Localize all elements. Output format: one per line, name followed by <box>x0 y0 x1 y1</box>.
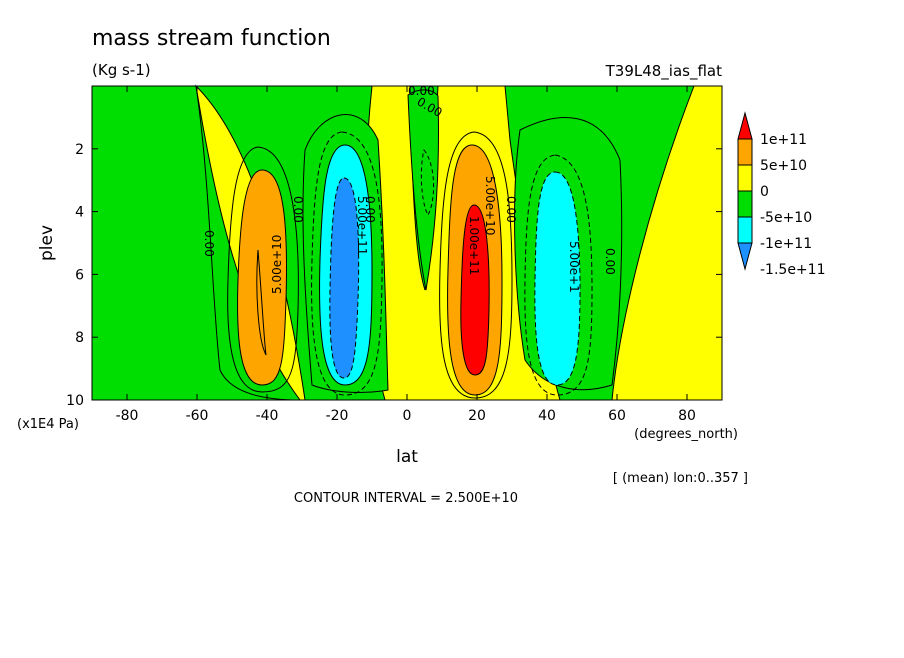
run-name: T39L48_ias_flat <box>605 62 723 81</box>
southern-positive-cell <box>237 169 288 386</box>
colorbar-label: 1e+11 <box>760 132 807 148</box>
equatorial-negative-tongue <box>407 89 439 291</box>
y-tick-label: 10 <box>66 393 84 409</box>
contour-label: 0.00 <box>603 248 617 275</box>
y-axis-label: plev <box>37 225 57 261</box>
contour-label: 0.00 <box>291 196 305 223</box>
x-axis-label: lat <box>396 447 418 467</box>
y-axis: 2 4 6 8 10 <box>66 142 722 409</box>
x-tick-label: -80 <box>116 408 139 424</box>
y-tick-label: 2 <box>75 142 84 158</box>
x-axis-units: (degrees_north) <box>634 427 738 442</box>
y-tick-label: 8 <box>75 330 84 346</box>
northern-negative-cell <box>534 171 581 386</box>
mean-note: [ (mean) lon:0..357 ] <box>613 471 748 486</box>
contour-line <box>227 146 299 393</box>
y-axis-units: (x1E4 Pa) <box>17 417 79 432</box>
y-tick-label: 4 <box>75 205 84 221</box>
contour-line <box>439 131 513 399</box>
colorbar-swatch <box>737 111 753 140</box>
colorbar-label: 0 <box>760 184 769 200</box>
contour-label: 5.00e+10 <box>270 235 284 294</box>
contour-label: 0.00 <box>504 196 518 223</box>
x-tick-label: 0 <box>403 408 412 424</box>
chart-units: (Kg s-1) <box>92 61 151 79</box>
contour-label: 0.00 <box>363 196 377 223</box>
y-tick-label: 6 <box>75 267 84 283</box>
colorbar-label: -1e+11 <box>760 236 812 252</box>
x-tick-label: 80 <box>678 408 696 424</box>
colorbar-swatch <box>737 242 753 271</box>
colorbar-label: -1.5e+11 <box>760 262 825 278</box>
colorbar-label: -5e+10 <box>760 210 812 226</box>
contour-label: 5.00e+10 <box>483 176 497 235</box>
colorbar-swatch <box>737 138 753 166</box>
contour-label: 0.00 <box>408 84 435 98</box>
contour-label: 5.00e+1 <box>567 241 581 293</box>
x-axis: -80 -60 -40 -20 0 20 40 60 80 <box>116 86 696 424</box>
colorbar-swatch <box>737 190 753 218</box>
x-tick-label: 40 <box>538 408 556 424</box>
x-tick-label: 20 <box>468 408 486 424</box>
chart-title: mass stream function <box>92 26 331 51</box>
x-tick-label: -60 <box>186 408 209 424</box>
colorbar-swatch <box>737 216 753 244</box>
contour-label: 5.00e+11 <box>355 196 369 255</box>
contour-interval-note: CONTOUR INTERVAL = 2.500E+10 <box>294 491 518 506</box>
colorbar-label: 5e+10 <box>760 158 807 174</box>
southern-negative-core <box>329 177 360 379</box>
contour-line <box>524 154 593 396</box>
contour-line <box>311 131 383 396</box>
southern-green-wall <box>91 85 301 401</box>
x-tick-label: -40 <box>256 408 279 424</box>
x-tick-label: 60 <box>608 408 626 424</box>
x-tick-label: -20 <box>326 408 349 424</box>
colorbar: 1e+11 5e+10 0 -5e+10 -1e+11 -1.5e+11 <box>737 111 825 278</box>
northern-positive-core <box>460 204 490 376</box>
contour-line <box>420 148 435 217</box>
contour-line <box>256 249 267 356</box>
colorbar-swatch <box>737 164 753 192</box>
contour-plot-area: 5.00e+10 5.00e+11 1.00e+11 5.00e+10 5.00… <box>91 84 723 401</box>
contour-label: 0.00 <box>202 230 216 257</box>
contour-label: 1.00e+11 <box>467 216 481 275</box>
contour-labels: 5.00e+10 5.00e+11 1.00e+11 5.00e+10 5.00… <box>202 84 617 294</box>
